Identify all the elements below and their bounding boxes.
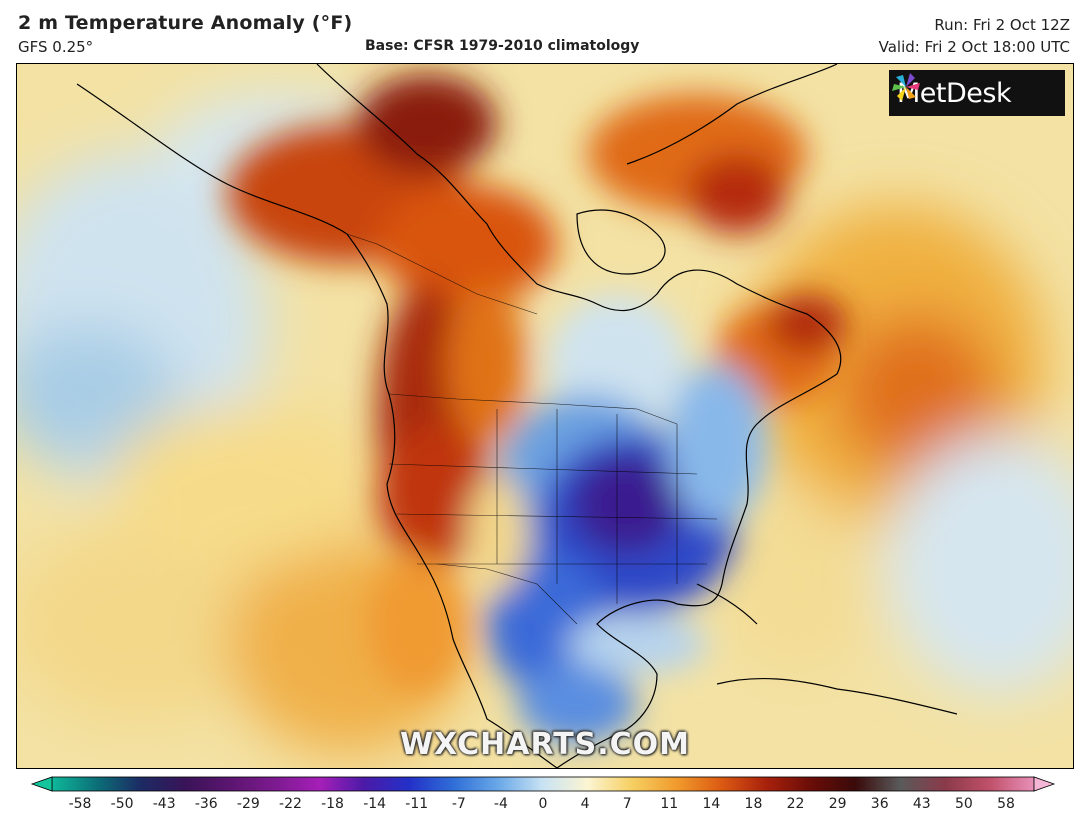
model-label: GFS 0.25° (18, 38, 94, 56)
us-canada-border (388, 393, 678, 425)
colorbar-tick-label: 50 (954, 796, 973, 812)
colorbar-tick-label: -29 (236, 796, 260, 812)
colorbar-tick-label: -22 (279, 796, 302, 812)
run-time-label: Run: Fri 2 Oct 12Z (934, 16, 1070, 34)
colorbar-tick-label: -14 (363, 796, 387, 812)
chart-title: 2 m Temperature Anomaly (°F) (18, 12, 353, 34)
colorbar-arrow-left (30, 776, 53, 792)
colorbar-tick-label: -50 (110, 796, 134, 812)
hudson-bay-shore (576, 209, 666, 275)
colorbar-tick-label: 7 (622, 796, 632, 812)
us-mexico-border (436, 563, 578, 625)
colorbar: -58 -50 -43 -36 -29 -22 -18 -14 -11 -7 -4 0 4 7 11 14 18… (30, 774, 1056, 820)
coastlines (76, 64, 958, 768)
colorbar-tick-label: -4 (493, 796, 508, 812)
caribbean-islands (716, 677, 958, 715)
metdesk-logo: MetDesk (889, 70, 1065, 116)
colorbar-tick-label: 0 (538, 796, 548, 812)
atlantic-gulf-coastline (316, 64, 842, 768)
colorbar-ticks: -58 -50 -43 -36 -29 -22 -18 -14 -11 -7 -4 0 4 7 11 14 18… (30, 794, 1056, 816)
state-lines-vertical (496, 409, 678, 604)
colorbar-tick-label: -18 (321, 796, 344, 812)
metdesk-pinwheel-icon (892, 73, 920, 101)
anomaly-map: MetDesk WXCHARTS.COM (16, 63, 1074, 769)
colorbar-tick-label: 43 (912, 796, 931, 812)
arctic-coastline (626, 64, 838, 165)
colorbar-ramp (30, 776, 1056, 792)
colorbar-tick-label: 22 (786, 796, 805, 812)
colorbar-tick-label: -7 (451, 796, 466, 812)
base-climatology-label: Base: CFSR 1979-2010 climatology (365, 38, 640, 54)
colorbar-tick-label: 58 (997, 796, 1015, 812)
anomaly-field-broad (17, 94, 1073, 754)
colorbar-arrow-right (1033, 776, 1056, 792)
metdesk-logo-text: MetDesk (897, 77, 1012, 109)
colorbar-tick-label: 36 (870, 796, 889, 812)
anomaly-field-land (227, 74, 847, 744)
alaska-yukon-border (346, 233, 538, 315)
map-canvas (17, 64, 1073, 768)
colorbar-tick-label: -11 (405, 796, 429, 812)
colorbar-gradient (51, 776, 1035, 792)
colorbar-tick-label: 18 (744, 796, 763, 812)
colorbar-tick-label: 29 (828, 796, 847, 812)
colorbar-tick-label: -58 (68, 796, 92, 812)
colorbar-tick-label: 14 (702, 796, 721, 812)
political-borders (346, 233, 718, 625)
pacific-coastline (76, 83, 558, 768)
chart-header: 2 m Temperature Anomaly (°F) GFS 0.25° B… (0, 0, 1080, 62)
colorbar-tick-label: -36 (194, 796, 218, 812)
colorbar-tick-label: -43 (152, 796, 176, 812)
state-lines-horizontal (388, 463, 718, 565)
valid-time-label: Valid: Fri 2 Oct 18:00 UTC (878, 38, 1070, 56)
colorbar-tick-label: 11 (660, 796, 679, 812)
wxcharts-watermark: WXCHARTS.COM (399, 727, 691, 762)
florida-coast (696, 583, 758, 625)
colorbar-tick-label: 4 (580, 796, 590, 812)
